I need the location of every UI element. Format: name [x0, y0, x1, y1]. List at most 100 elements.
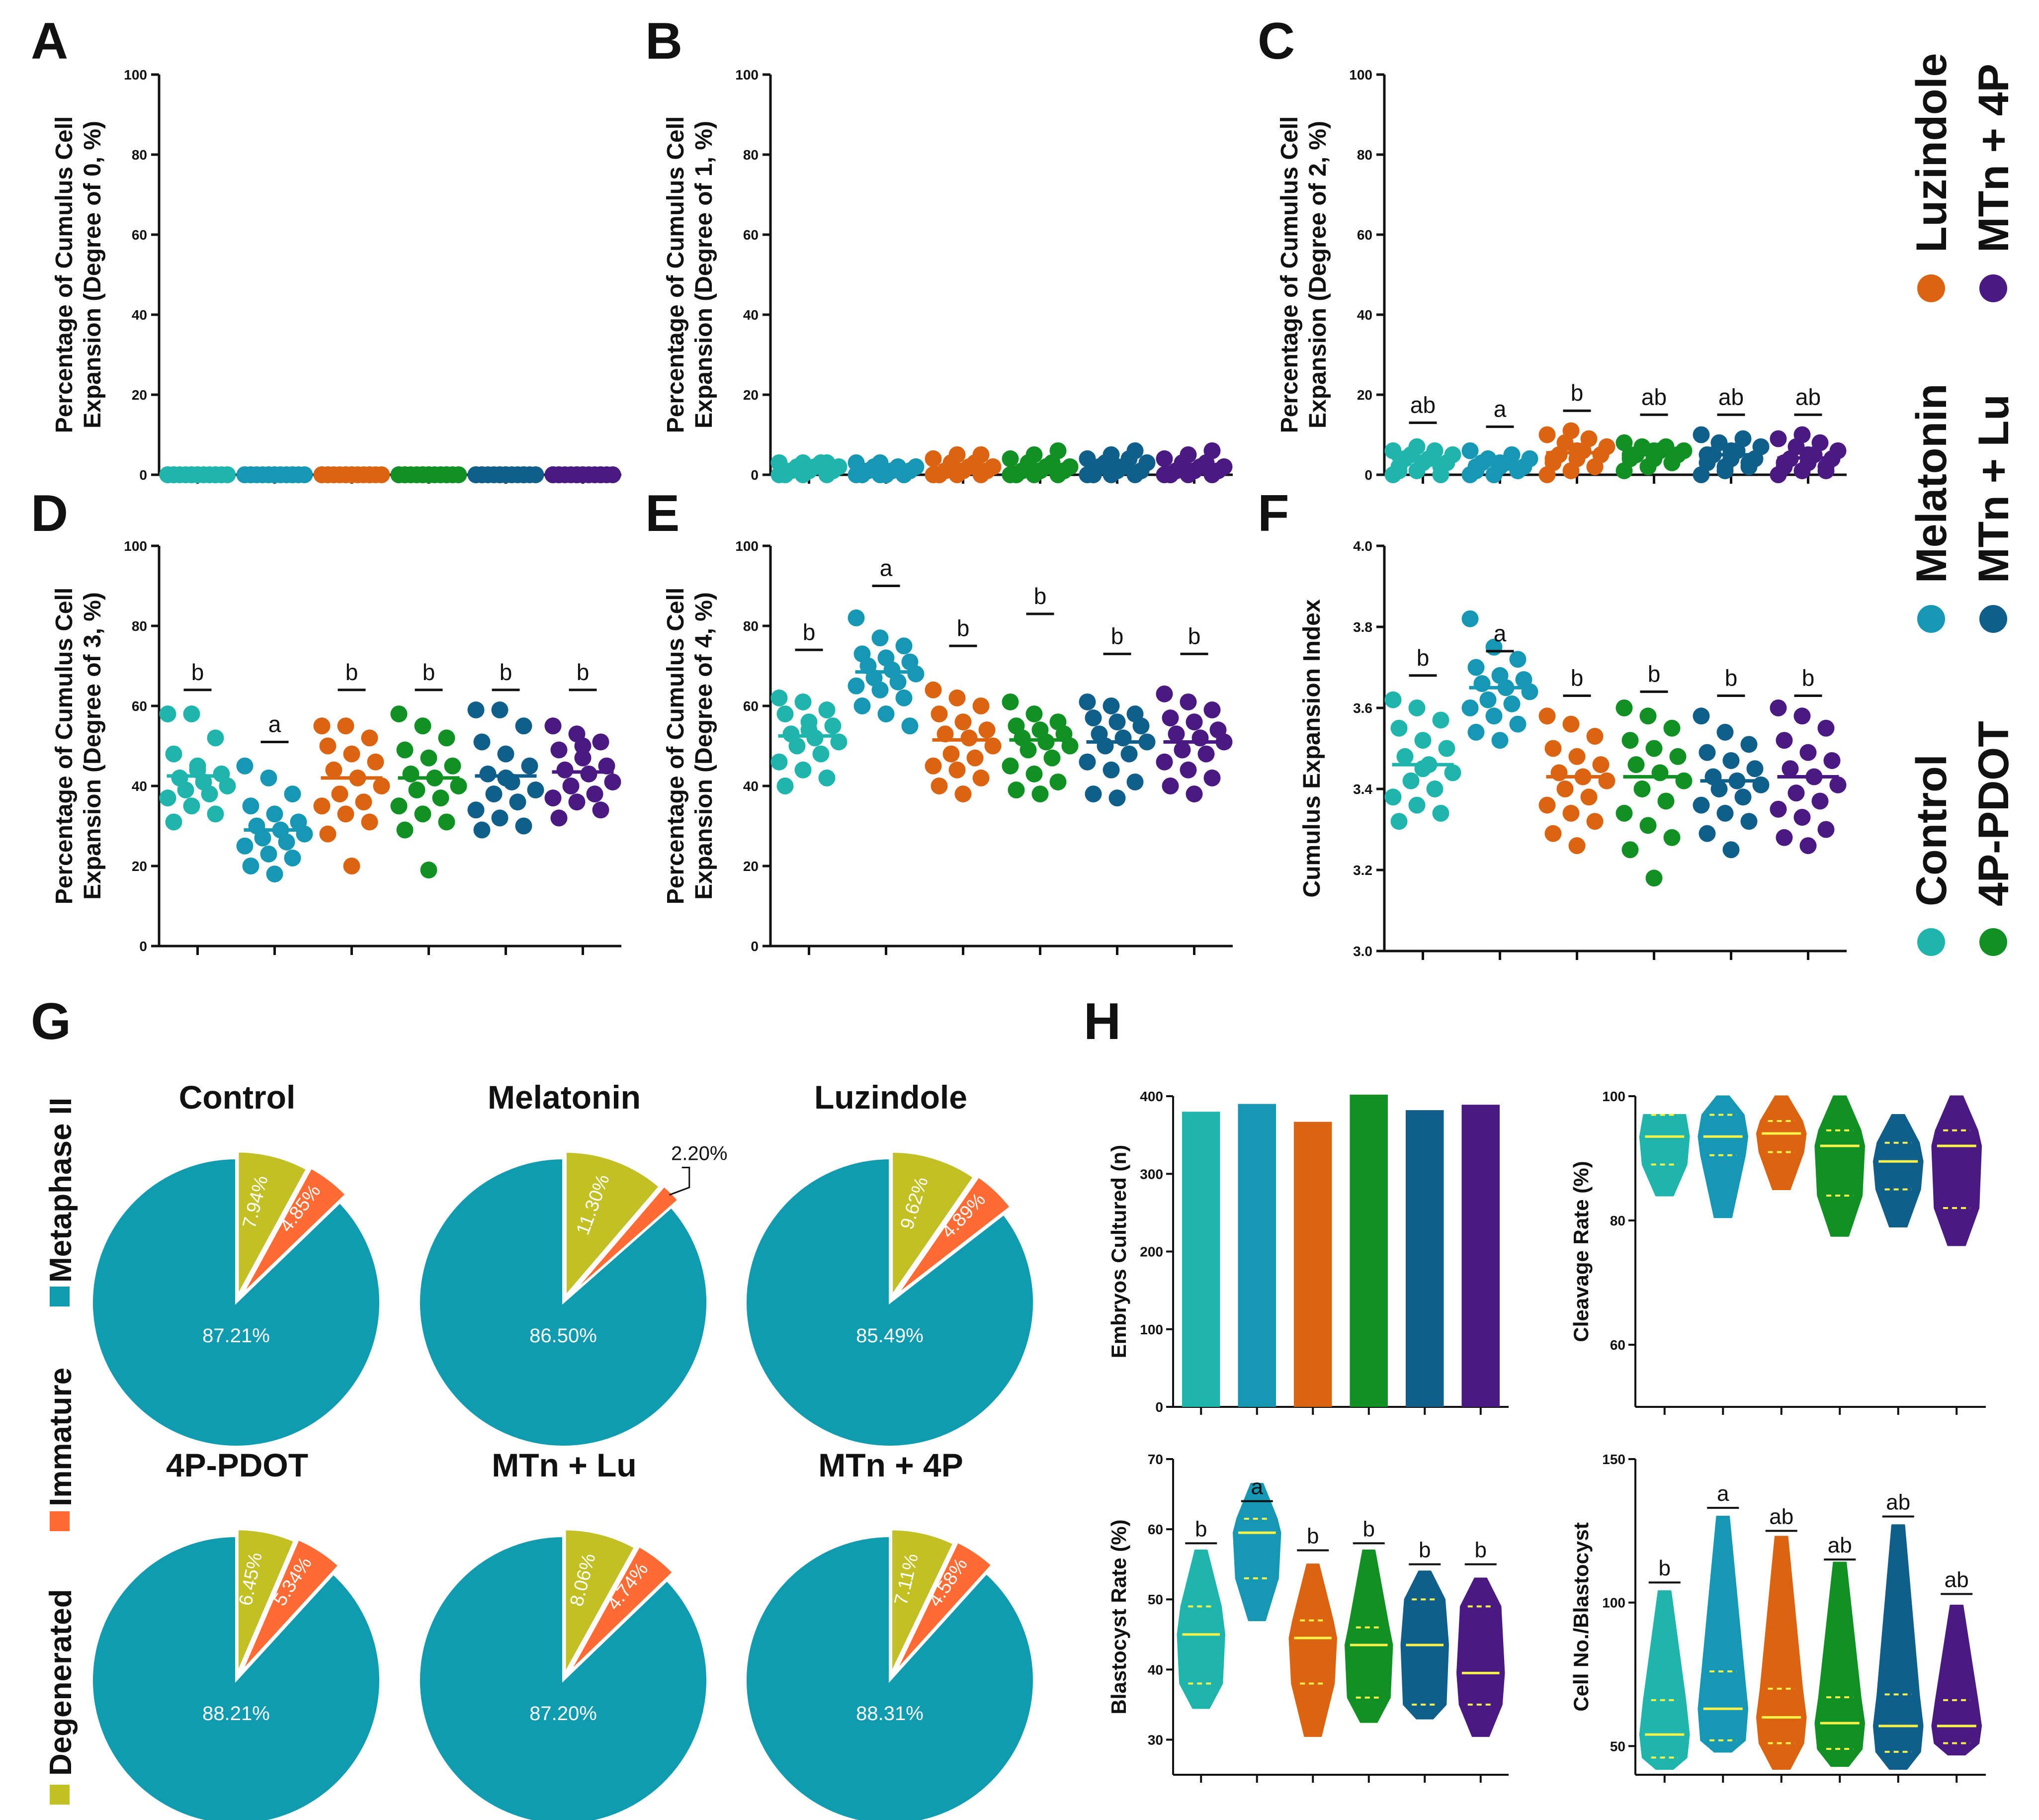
data-point-mtn-lu: [1716, 804, 1734, 822]
data-point-luzindole: [1586, 728, 1604, 745]
data-point-mtn-4p: [1203, 701, 1221, 719]
data-point-mtn-4p: [1829, 776, 1847, 793]
significance-letter: a: [268, 711, 281, 737]
significance-letter: b: [1725, 665, 1738, 691]
data-point-4p-pdot: [1025, 446, 1043, 463]
pie-slice-metaphase: [418, 1157, 708, 1448]
data-point-mtn-lu: [1103, 761, 1120, 779]
data-point-control: [159, 705, 176, 723]
data-point-mtn-lu: [491, 701, 509, 719]
data-point-mtn-lu: [491, 809, 509, 827]
y-tick-label: 40: [132, 307, 147, 323]
significance-letter: ab: [1795, 384, 1821, 410]
data-point-mtn-4p: [592, 733, 609, 751]
data-point-mtn-lu: [527, 781, 544, 799]
significance-letter: b: [1034, 583, 1047, 609]
data-point-luzindole: [972, 446, 990, 463]
data-point-luzindole: [337, 717, 354, 735]
data-point-mtn-4p: [1770, 800, 1787, 818]
data-point-mtn-lu: [1740, 813, 1758, 830]
data-point-luzindole: [343, 858, 360, 874]
data-point-mtn-4p: [1799, 744, 1817, 761]
data-point-melatonin: [895, 689, 913, 706]
data-point-mtn-lu: [1103, 697, 1120, 714]
data-point-control: [1408, 796, 1426, 814]
data-point-4p-pdot: [1031, 462, 1049, 479]
y-tick-label: 100: [1602, 1089, 1625, 1104]
data-point-mtn-lu: [1693, 426, 1710, 443]
y-axis-title: Percentage of Cumulus Cell: [51, 116, 78, 433]
data-point-mtn-lu: [1716, 723, 1734, 741]
data-point-control: [770, 753, 788, 771]
data-point-4p-pdot: [1639, 817, 1657, 834]
pie-slice-immature: [894, 1541, 994, 1673]
data-point-4p-pdot: [1043, 749, 1061, 767]
significance-letter: b: [1417, 645, 1430, 671]
data-point-control: [159, 789, 176, 807]
data-point-control: [165, 813, 182, 831]
y-tick-label: 150: [1602, 1452, 1625, 1467]
data-point-mtn-4p: [1162, 709, 1179, 727]
pie-label-metaphase: 86.50%: [529, 1325, 597, 1347]
data-point-mtn-lu: [1734, 788, 1752, 806]
bar-mtn-4p: [1461, 1105, 1500, 1407]
data-point-mtn-4p: [562, 778, 580, 794]
y-tick-label: 0: [751, 939, 759, 954]
data-point-luzindole: [1550, 764, 1568, 781]
data-point-mtn-lu: [473, 821, 491, 839]
bar-mtn-lu: [1406, 1110, 1444, 1407]
y-tick-label: 100: [1602, 1595, 1625, 1611]
data-point-mtn-lu: [1699, 744, 1716, 761]
data-point-luzindole: [337, 805, 354, 823]
data-point-melatonin: [278, 833, 295, 851]
data-point-control: [776, 466, 794, 483]
data-point-luzindole: [948, 689, 966, 706]
data-point-luzindole: [343, 745, 360, 763]
data-point-4p-pdot: [1627, 756, 1645, 774]
data-point-mtn-4p: [1186, 713, 1203, 731]
data-point-4p-pdot: [1639, 707, 1657, 725]
data-point-luzindole: [367, 753, 384, 771]
data-point-melatonin: [1467, 659, 1485, 676]
data-point-4p-pdot: [1002, 693, 1019, 710]
significance-letter: b: [1648, 661, 1661, 687]
data-point-4p-pdot: [1657, 792, 1675, 810]
data-point-melatonin: [1485, 707, 1503, 725]
data-point-4p-pdot: [408, 781, 425, 799]
bar-luzindole: [1294, 1122, 1332, 1407]
violin-melatonin: [1233, 1482, 1281, 1622]
data-point-4p-pdot: [1663, 454, 1681, 471]
legend-swatch: [1917, 928, 1945, 956]
data-point-luzindole: [1544, 825, 1562, 842]
data-point-4p-pdot: [1008, 781, 1025, 799]
legend-label: MTn + Lu: [1970, 394, 2018, 583]
pie-legend-label: Immature: [44, 1368, 78, 1506]
data-point-mtn-4p: [1782, 760, 1799, 778]
data-point-4p-pdot: [1008, 466, 1025, 483]
data-point-melatonin: [853, 697, 871, 714]
data-point-melatonin: [260, 769, 277, 786]
data-point-mtn-4p: [598, 757, 615, 775]
y-tick-label: 20: [132, 387, 147, 403]
significance-letter: b: [803, 619, 816, 645]
data-point-4p-pdot: [420, 862, 437, 879]
panel-letter-h: H: [1084, 993, 1121, 1050]
data-point-control: [818, 701, 836, 719]
data-point-4p-pdot: [420, 749, 437, 767]
data-point-luzindole: [972, 769, 990, 786]
y-tick-label: 60: [743, 698, 759, 714]
violin-luzindole: [1756, 1536, 1807, 1770]
significance-letter: b: [1571, 665, 1584, 691]
data-point-luzindole: [319, 737, 337, 755]
data-point-control: [189, 761, 206, 779]
data-point-control: [776, 705, 794, 723]
data-point-melatonin: [284, 849, 301, 867]
data-point-control: [165, 745, 182, 763]
pie-title: Melatonin: [488, 1079, 641, 1116]
y-axis-title: Percentage of Cumulus Cell: [1276, 116, 1303, 433]
data-point-4p-pdot: [1651, 764, 1669, 781]
data-point-mtn-lu: [515, 717, 532, 735]
bar-melatonin: [1238, 1104, 1276, 1407]
y-tick-label: 3.4: [1353, 781, 1372, 797]
